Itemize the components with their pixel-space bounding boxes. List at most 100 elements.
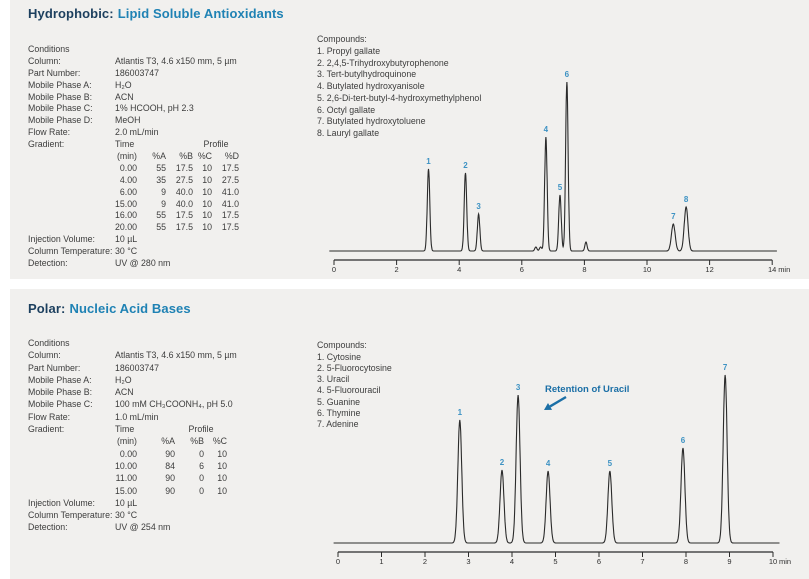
- gradient-data-row: 0.00 55 17.5 10 17.5: [28, 163, 239, 175]
- annotation-text: Retention of Uracil: [545, 384, 629, 395]
- gradient-cell: 10: [202, 186, 212, 197]
- annotation-arrow-head: [544, 402, 553, 410]
- compound-item: 2. 5-Fluorocytosine: [317, 362, 392, 373]
- gradient-profile-header: Profile: [188, 424, 214, 435]
- gradient-cell: 10: [217, 485, 227, 496]
- gradient-cell: 90: [165, 448, 175, 459]
- compound-item: 5. Guanine: [317, 396, 361, 407]
- gradient-cell: 9: [161, 186, 166, 197]
- gradient-label: Gradient:: [28, 139, 65, 150]
- condition-row: Mobile Phase A: H₂O: [28, 375, 237, 387]
- gradient-cell: 10: [217, 473, 227, 484]
- condition-row: Detection: UV @ 280 nm: [28, 258, 239, 270]
- gradient-cell: 10: [217, 460, 227, 471]
- gradient-cell: 10: [202, 198, 212, 209]
- x-tick-label: 10: [769, 557, 777, 566]
- peak-label-1: 1: [458, 408, 463, 417]
- gradient-cell: 40.0: [175, 186, 193, 197]
- gradient-cell: 17.5: [221, 210, 239, 221]
- gradient-cell: 10: [202, 174, 212, 185]
- x-tick-label: 12: [705, 265, 713, 274]
- peak-label-5: 5: [558, 183, 563, 192]
- condition-row: Mobile Phase C: 100 mM CH₃COONH₄, pH 5.0: [28, 399, 237, 411]
- x-tick-label: 4: [457, 265, 461, 274]
- compound-item: 7. Butylated hydroxytoluene: [317, 116, 426, 127]
- gradient-cell: 55: [156, 162, 166, 173]
- gradient-cell: 0.00: [119, 448, 137, 459]
- gradient-cell: 10: [202, 162, 212, 173]
- gradient-cell: 0.00: [119, 162, 137, 173]
- condition-value: UV @ 254 nm: [115, 522, 171, 533]
- compound-item: 7. Adenine: [317, 418, 359, 429]
- compounds-list: Compounds: 1. Cytosine 2. 5-Fluorocytosine…: [317, 340, 392, 430]
- peak-label-1: 1: [426, 157, 431, 166]
- gradient-cell: 27.5: [175, 174, 193, 185]
- peak-label-2: 2: [500, 458, 505, 467]
- condition-label: Mobile Phase D:: [28, 115, 93, 126]
- condition-label: Detection:: [28, 258, 68, 269]
- condition-value: Atlantis T3, 4.6 x150 mm, 5 µm: [115, 55, 237, 66]
- x-tick-label: 10: [643, 265, 651, 274]
- condition-value: 1% HCOOH, pH 2.3: [115, 103, 194, 114]
- condition-label: Column:: [28, 55, 61, 66]
- section-title-polar: Polar: Nucleic Acid Bases: [28, 301, 191, 316]
- peak-label-7: 7: [723, 363, 728, 372]
- conditions-header-row: Conditions: [28, 44, 239, 56]
- gradient-col-header: %B: [190, 436, 204, 447]
- conditions-block: Conditions Column: Atlantis T3, 4.6 x150 m…: [28, 338, 237, 535]
- condition-label: Column:: [28, 350, 61, 361]
- condition-label: Injection Volume:: [28, 497, 95, 508]
- condition-label: Mobile Phase A:: [28, 374, 92, 385]
- condition-label: Mobile Phase C:: [28, 103, 93, 114]
- gradient-col-header: %A: [152, 151, 166, 162]
- x-tick-label: 3: [466, 557, 470, 566]
- gradient-cell: 55: [156, 210, 166, 221]
- gradient-cell: 90: [165, 485, 175, 496]
- conditions-header-label: Conditions: [28, 338, 70, 348]
- gradient-col-header: %A: [161, 436, 175, 447]
- condition-row: Flow Rate: 2.0 mL/min: [28, 127, 239, 139]
- gradient-data-row: 10.00 84 6 10: [28, 461, 237, 473]
- x-tick-label: 0: [332, 265, 336, 274]
- compound-item: 4. Butylated hydroxyanisole: [317, 81, 425, 91]
- gradient-cell: 35: [156, 174, 166, 185]
- peak-label-4: 4: [546, 459, 551, 468]
- x-tick-label: 8: [582, 265, 586, 274]
- condition-label: Injection Volume:: [28, 234, 95, 245]
- gradient-cell: 17.5: [175, 222, 193, 233]
- gradient-cell: 17.5: [175, 162, 193, 173]
- gradient-data-row: 11.00 90 0 10: [28, 473, 237, 485]
- conditions-header-label: Conditions: [28, 44, 70, 54]
- x-axis-unit-label: min: [778, 265, 790, 274]
- condition-label: Flow Rate:: [28, 411, 71, 422]
- peak-label-6: 6: [565, 70, 570, 79]
- x-tick-label: 14: [768, 265, 776, 274]
- section-title-prefix: Polar:: [28, 301, 66, 316]
- gradient-cell: 10: [202, 210, 212, 221]
- condition-value: ACN: [115, 387, 134, 398]
- gradient-cell: 0: [199, 473, 204, 484]
- gradient-cell: 10: [202, 222, 212, 233]
- gradient-col-header: (min): [116, 436, 137, 447]
- gradient-cell: 41.0: [221, 186, 239, 197]
- peak-label-3: 3: [516, 383, 521, 392]
- condition-label: Detection:: [28, 522, 68, 533]
- gradient-cell: 90: [165, 473, 175, 484]
- gradient-data-row: 6.00 9 40.0 10 41.0: [28, 187, 239, 199]
- section-title-main: Nucleic Acid Bases: [69, 301, 191, 316]
- condition-row: Part Number: 186003747: [28, 68, 239, 80]
- x-tick-label: 7: [640, 557, 644, 566]
- gradient-data-row: 20.00 55 17.5 10 17.5: [28, 222, 239, 234]
- condition-row: Mobile Phase C: 1% HCOOH, pH 2.3: [28, 103, 239, 115]
- gradient-label: Gradient:: [28, 424, 65, 435]
- peak-label-6: 6: [681, 436, 686, 445]
- condition-value: 100 mM CH₃COONH₄, pH 5.0: [115, 399, 233, 410]
- gradient-cell: 10: [217, 448, 227, 459]
- compounds-header: Compounds:: [317, 340, 367, 350]
- section-card-hydrophobic: Hydrophobic: Lipid Soluble Antioxidants C…: [10, 0, 809, 279]
- compound-item: 6. Thymine: [317, 407, 361, 418]
- condition-value: UV @ 280 nm: [115, 258, 171, 269]
- condition-value: 10 µL: [115, 497, 138, 508]
- section-title-main: Lipid Soluble Antioxidants: [117, 6, 284, 21]
- gradient-data-row: 4.00 35 27.5 10 27.5: [28, 175, 239, 187]
